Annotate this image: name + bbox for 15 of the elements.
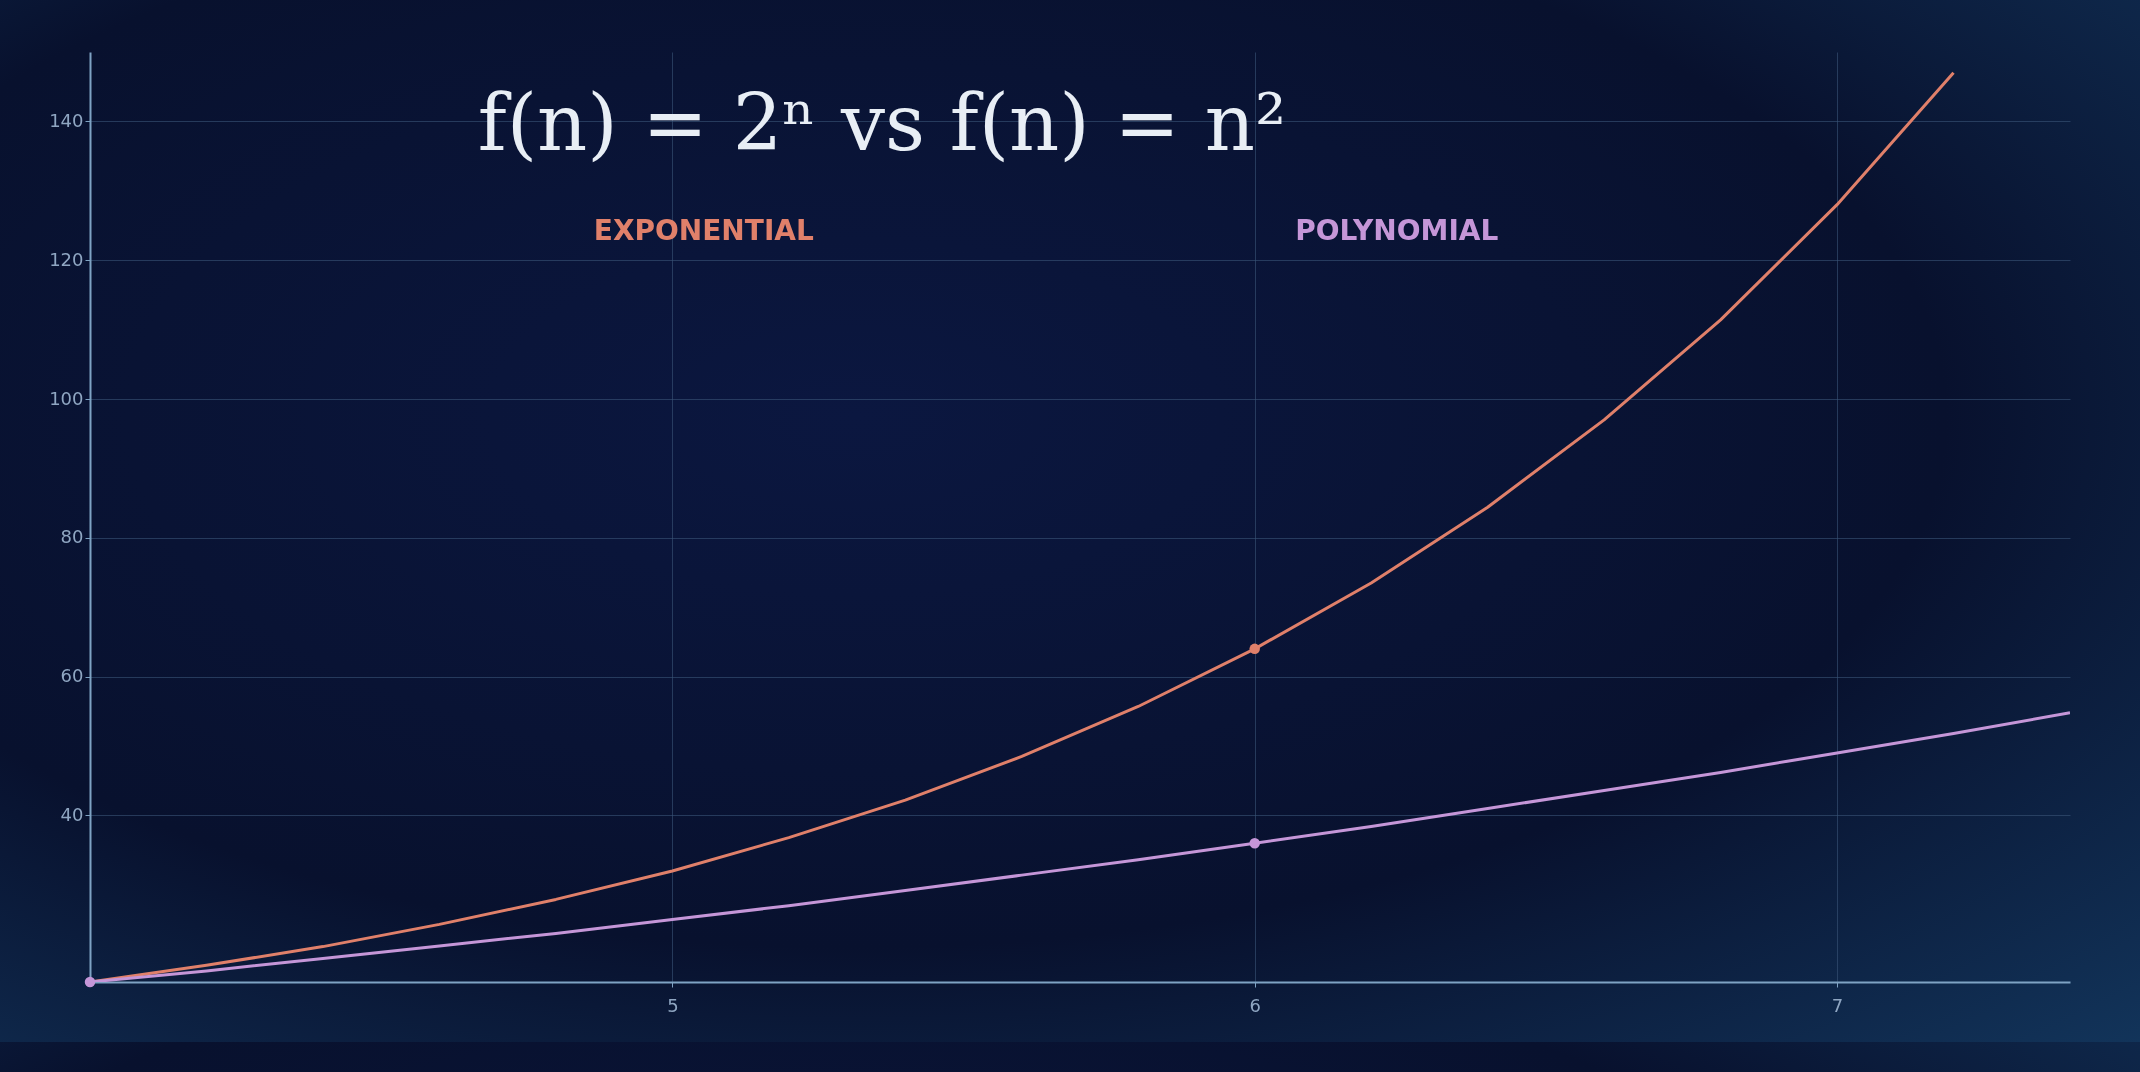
y-tick-label: 100 — [49, 387, 84, 409]
y-tick-label: 120 — [49, 248, 84, 270]
y-tick-label: 80 — [60, 526, 84, 548]
y-tick-label: 40 — [60, 803, 84, 825]
x-tick-label: 5 — [667, 994, 679, 1016]
chart-title: f(n) = 2ⁿ vs f(n) = n² — [477, 78, 1287, 168]
point — [1249, 837, 1260, 849]
y-tick-label: 140 — [49, 109, 84, 131]
y-tick-label: 60 — [60, 665, 84, 687]
point — [1249, 643, 1260, 655]
text: POLYNOMIAL — [1295, 214, 1499, 247]
point — [84, 976, 96, 988]
text: EXPONENTIAL — [593, 214, 814, 247]
x-tick-label: 6 — [1249, 994, 1261, 1016]
x-tick-label: 7 — [1831, 994, 1844, 1016]
